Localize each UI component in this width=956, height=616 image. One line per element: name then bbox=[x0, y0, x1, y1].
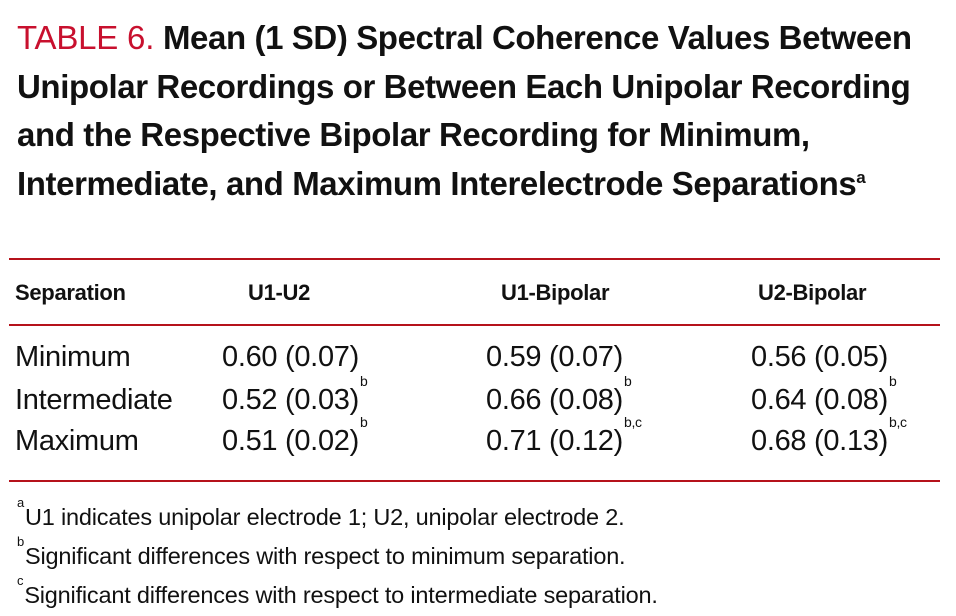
table-row: Intermediate 0.52 (0.03)b 0.66 (0.08)b 0… bbox=[0, 373, 956, 426]
column-header-u2-bipolar: U2-Bipolar bbox=[758, 280, 867, 305]
cell-footnote-mark: b,c bbox=[623, 414, 642, 431]
row-label: Intermediate bbox=[15, 384, 173, 416]
cell-footnote-mark: b bbox=[623, 373, 632, 390]
footnote-text: Significant differences with respect to … bbox=[25, 542, 626, 569]
table-cell: 0.68 (0.13)b,c bbox=[751, 414, 907, 458]
table-cell: 0.64 (0.08)b bbox=[751, 373, 897, 417]
table-cell: 0.71 (0.12)b,c bbox=[486, 414, 642, 458]
footnote: bSignificant differences with respect to… bbox=[17, 534, 947, 573]
row-label: Minimum bbox=[15, 341, 131, 373]
cell-value: 0.56 (0.05) bbox=[751, 341, 888, 373]
title-footnote-mark: a bbox=[856, 167, 866, 187]
table-cell: 0.51 (0.02)b bbox=[222, 414, 368, 458]
column-header-u1-bipolar: U1-Bipolar bbox=[501, 280, 610, 305]
footnote-text: Significant differences with respect to … bbox=[24, 581, 658, 608]
cell-value: 0.68 (0.13) bbox=[751, 425, 888, 457]
table-row: Minimum 0.60 (0.07) 0.59 (0.07) 0.56 (0.… bbox=[0, 341, 956, 383]
table-cell: 0.52 (0.03)b bbox=[222, 373, 368, 417]
cell-value: 0.60 (0.07) bbox=[222, 341, 359, 373]
bottom-rule bbox=[9, 480, 940, 482]
column-header-separation: Separation bbox=[15, 280, 126, 305]
cell-footnote-mark: b bbox=[888, 373, 897, 390]
cell-footnote-mark: b,c bbox=[888, 414, 907, 431]
table-title-text: Mean (1 SD) Spectral Coherence Values Be… bbox=[17, 19, 912, 202]
cell-value: 0.51 (0.02) bbox=[222, 425, 359, 457]
table-cell: 0.59 (0.07) bbox=[486, 341, 624, 374]
footnote-mark: b bbox=[17, 533, 25, 549]
cell-value: 0.52 (0.03) bbox=[222, 384, 359, 416]
footnote-mark: a bbox=[17, 495, 25, 510]
footnote: cSignificant differences with respect to… bbox=[17, 573, 947, 612]
top-rule bbox=[9, 258, 940, 260]
header-rule bbox=[9, 324, 940, 326]
cell-footnote-mark: b bbox=[359, 373, 368, 390]
footnotes: aU1 indicates unipolar electrode 1; U2, … bbox=[17, 495, 947, 611]
cell-value: 0.71 (0.12) bbox=[486, 425, 623, 457]
table-cell: 0.56 (0.05) bbox=[751, 341, 889, 374]
table-cell: 0.66 (0.08)b bbox=[486, 373, 632, 417]
table-row: Maximum 0.51 (0.02)b 0.71 (0.12)b,c 0.68… bbox=[0, 414, 956, 467]
cell-value: 0.59 (0.07) bbox=[486, 341, 623, 373]
table-title: TABLE 6. Mean (1 SD) Spectral Coherence … bbox=[17, 14, 947, 208]
row-label: Maximum bbox=[15, 425, 139, 457]
table-number-label: TABLE 6. bbox=[17, 19, 155, 56]
cell-value: 0.66 (0.08) bbox=[486, 384, 623, 416]
column-header-u1-u2: U1-U2 bbox=[248, 280, 311, 305]
cell-value: 0.64 (0.08) bbox=[751, 384, 888, 416]
cell-footnote-mark: b bbox=[359, 414, 368, 431]
table-cell: 0.60 (0.07) bbox=[222, 341, 360, 374]
footnote: aU1 indicates unipolar electrode 1; U2, … bbox=[17, 495, 947, 534]
footnote-text: U1 indicates unipolar electrode 1; U2, u… bbox=[25, 503, 625, 530]
footnote-mark: c bbox=[17, 572, 24, 588]
